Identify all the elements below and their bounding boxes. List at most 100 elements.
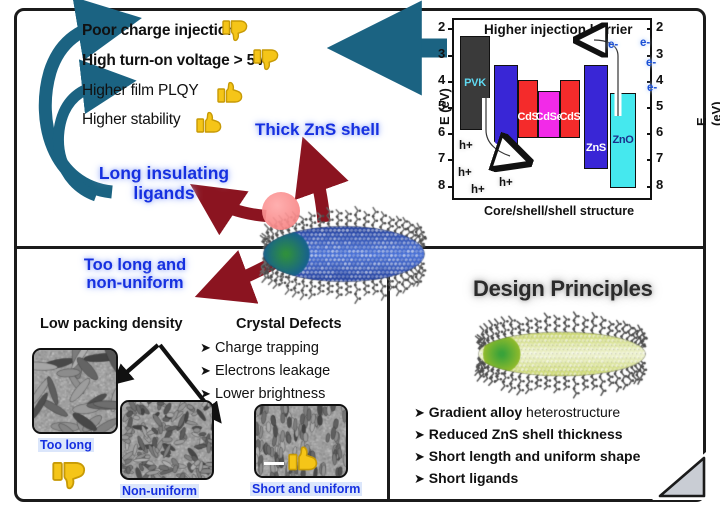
axis-tick-l-5: 5 — [438, 98, 446, 113]
bullet-arrow-icon: ➤ — [200, 386, 211, 401]
axis-tick-r-6: 6 — [656, 124, 664, 140]
axis-tick-l-8: 8 — [438, 176, 446, 192]
header-low-packing-density: Low packing density — [40, 316, 183, 332]
band-layer-cds-4: CdS — [559, 80, 581, 138]
tem-image-too-long — [32, 348, 118, 434]
tem-caption-short-uniform: Short and uniform — [250, 482, 363, 496]
design-bullet-1: ➤ Reduced ZnS shell thickness — [414, 426, 623, 443]
thumbs-up-icon — [288, 444, 318, 472]
design-bullet-2: ➤ Short length and uniform shape — [414, 448, 640, 465]
axis-tick-mark — [647, 80, 652, 83]
green-nanorod-illustration — [452, 308, 672, 400]
band-layer-cdse-3: CdSe — [535, 90, 563, 138]
design-bullet-bold: Reduced ZnS shell thickness — [428, 426, 623, 442]
bullet-arrow-icon: ➤ — [414, 427, 425, 442]
axis-tick-r-2: 2 — [656, 19, 664, 35]
axis-tick-l-4: 4 — [438, 71, 446, 87]
defect-bullet-label: Electrons leakage — [214, 363, 331, 379]
defect-bullet-label: Charge trapping — [214, 340, 319, 356]
tem-caption-too-long: Too long — [38, 438, 94, 452]
statement-higher-film-plqy: Higher film PLQY — [82, 82, 199, 99]
band-diagram-caption: Core/shell/shell structure — [484, 204, 635, 218]
bullet-arrow-icon: ➤ — [200, 363, 211, 378]
thumbs-down-icon — [222, 19, 248, 43]
band-layer-label: PVK — [464, 76, 486, 89]
axis-tick-r-7: 7 — [656, 150, 664, 166]
label-nonuniform-line1: Too long and — [83, 256, 187, 274]
axis-tick-mark — [647, 107, 652, 109]
axis-tick-r-4: 4 — [656, 71, 664, 87]
defect-bullet-0: ➤ Charge trapping — [200, 340, 319, 356]
axis-tick-mark — [647, 54, 652, 57]
hole-label-4: h+ — [499, 177, 513, 189]
electron-label-2: e- — [640, 37, 651, 49]
design-bullet-bold: Short ligands — [428, 470, 519, 486]
bullet-arrow-icon: ➤ — [200, 340, 211, 355]
label-long-ligands-line1: Long insulating — [98, 163, 230, 183]
panel-divider-vertical — [387, 248, 390, 502]
axis-tick-l-3: 3 — [438, 45, 446, 61]
axis-tick-mark — [448, 185, 453, 188]
bullet-arrow-icon: ➤ — [414, 471, 425, 486]
thumbs-up-icon — [217, 80, 243, 104]
axis-tick-r-5: 5 — [656, 98, 664, 113]
band-layer-label: ZnS — [586, 142, 606, 155]
band-layer-label: CdSe — [535, 110, 563, 123]
axis-tick-mark — [448, 107, 453, 109]
tem-scale-bar — [264, 462, 284, 465]
axis-tick-mark — [647, 28, 652, 31]
design-bullet-rest: heterostructure — [522, 404, 621, 420]
axis-tick-mark — [448, 159, 453, 162]
statement-higher-stability: Higher stability — [82, 111, 181, 128]
hole-label-2: h+ — [458, 167, 472, 179]
axis-tick-r-8: 8 — [656, 176, 664, 192]
label-long-ligands-line2: ligands — [133, 182, 195, 203]
band-layer-label: ZnO — [612, 134, 634, 147]
statement-poor-charge-injection: Poor charge injection — [82, 22, 237, 39]
thumbs-down-icon — [253, 48, 279, 72]
axis-tick-mark — [448, 133, 453, 136]
pink-highlight-blob — [262, 192, 300, 230]
design-bullet-3: ➤ Short ligands — [414, 470, 518, 487]
hole-label-1: h+ — [459, 140, 473, 152]
defect-bullet-label: Lower brightness — [214, 386, 326, 402]
tem-caption-non-uniform: Non-uniform — [120, 484, 199, 498]
label-nonuniform-line2: non-uniform — [86, 274, 184, 293]
design-bullet-bold: Short length and uniform shape — [428, 448, 641, 464]
defect-bullet-2: ➤ Lower brightness — [200, 386, 325, 402]
header-crystal-defects: Crystal Defects — [236, 316, 342, 332]
axis-tick-r-3: 3 — [656, 45, 664, 61]
axis-tick-mark — [448, 80, 453, 83]
bullet-arrow-icon: ➤ — [414, 405, 425, 420]
page-fold-corner-icon — [652, 452, 706, 500]
design-bullet-0: ➤ Gradient alloy heterostructure — [414, 404, 620, 421]
band-layer-label: CdS — [559, 110, 581, 123]
electron-label-1: e- — [608, 39, 619, 51]
label-long-insulating-ligands: Long insulating ligands — [74, 163, 254, 203]
axis-tick-mark — [647, 133, 652, 136]
axis-tick-l-6: 6 — [438, 124, 446, 140]
label-too-long-non-uniform: Too long and non-uniform — [60, 256, 210, 293]
defect-bullet-1: ➤ Electrons leakage — [200, 363, 330, 379]
design-bullet-bold: Gradient alloy — [428, 404, 523, 420]
electron-label-3: e- — [646, 57, 657, 69]
statement-high-turn-on-voltage: High turn-on voltage > 5V — [82, 52, 266, 69]
axis-tick-mark — [647, 185, 652, 188]
hole-label-3: h+ — [471, 184, 485, 196]
axis-tick-l-2: 2 — [438, 19, 446, 35]
electron-label-4: e- — [647, 82, 658, 94]
design-principles-title: Design Principles — [473, 276, 653, 301]
axis-tick-mark — [647, 159, 652, 162]
tem-image-non-uniform — [120, 400, 214, 480]
axis-tick-l-7: 7 — [438, 150, 446, 166]
thumbs-up-icon — [196, 110, 222, 134]
label-thick-zns-shell: Thick ZnS shell — [255, 120, 380, 139]
band-layer-cds-2: CdS — [517, 80, 539, 138]
band-layer-label: CdS — [517, 110, 539, 123]
axis-tick-mark — [448, 54, 453, 57]
bullet-arrow-icon: ➤ — [414, 449, 425, 464]
thumbs-down-icon — [52, 460, 86, 492]
axis-tick-mark — [448, 28, 453, 31]
